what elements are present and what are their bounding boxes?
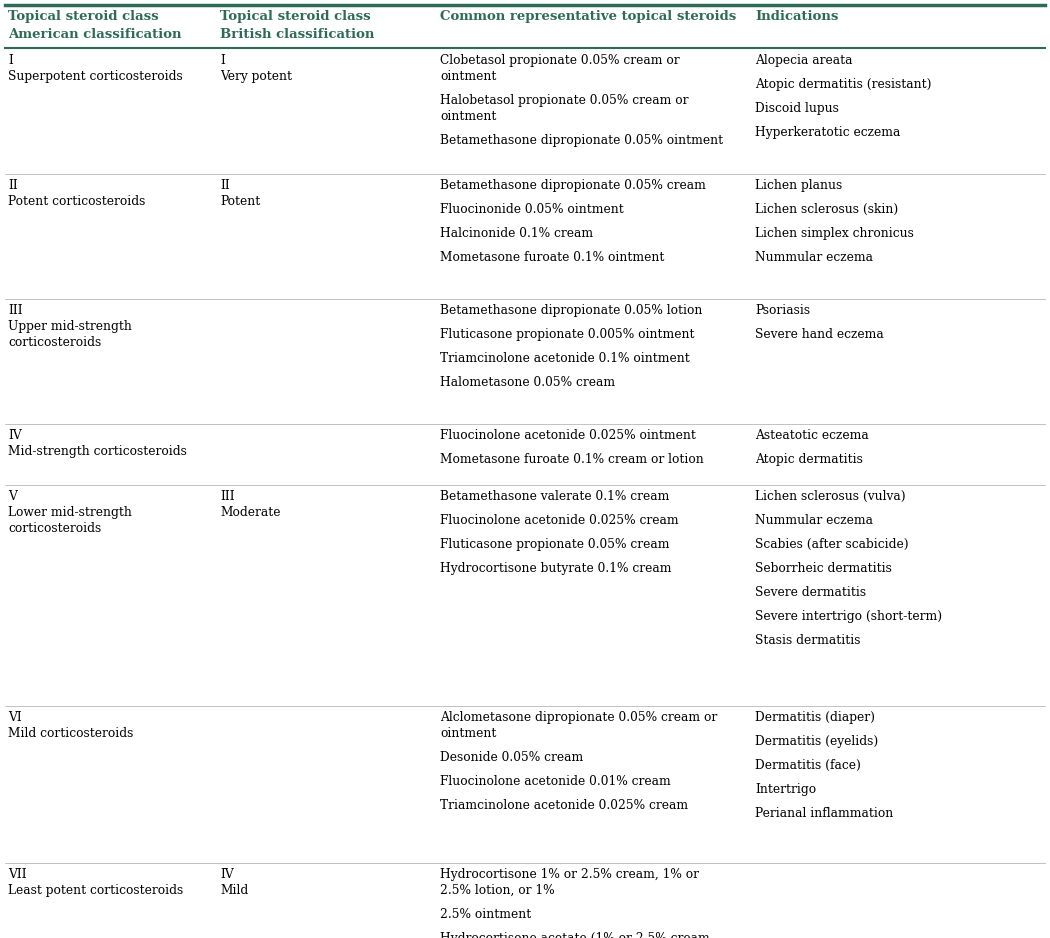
Text: Triamcinolone acetonide 0.025% cream: Triamcinolone acetonide 0.025% cream — [440, 799, 688, 812]
Text: Betamethasone dipropionate 0.05% lotion: Betamethasone dipropionate 0.05% lotion — [440, 304, 702, 317]
Text: 2.5% ointment: 2.5% ointment — [440, 908, 531, 921]
Text: Topical steroid class: Topical steroid class — [8, 10, 159, 23]
Text: Severe hand eczema: Severe hand eczema — [755, 328, 884, 341]
Text: Dermatitis (diaper): Dermatitis (diaper) — [755, 711, 875, 724]
Text: Betamethasone dipropionate 0.05% ointment: Betamethasone dipropionate 0.05% ointmen… — [440, 134, 723, 147]
Text: Least potent corticosteroids: Least potent corticosteroids — [8, 884, 184, 897]
Text: Dermatitis (eyelids): Dermatitis (eyelids) — [755, 735, 878, 748]
Text: I: I — [220, 54, 225, 67]
Text: I: I — [8, 54, 13, 67]
Text: Lichen simplex chronicus: Lichen simplex chronicus — [755, 227, 914, 240]
Text: Moderate: Moderate — [220, 506, 280, 519]
Text: Dermatitis (face): Dermatitis (face) — [755, 759, 861, 772]
Text: Very potent: Very potent — [220, 70, 292, 83]
Text: Potent corticosteroids: Potent corticosteroids — [8, 195, 145, 208]
Text: Atopic dermatitis (resistant): Atopic dermatitis (resistant) — [755, 78, 931, 91]
Text: Mild corticosteroids: Mild corticosteroids — [8, 727, 133, 740]
Text: Topical steroid class: Topical steroid class — [220, 10, 371, 23]
Text: corticosteroids: corticosteroids — [8, 336, 101, 349]
Text: Hyperkeratotic eczema: Hyperkeratotic eczema — [755, 126, 901, 139]
Text: Atopic dermatitis: Atopic dermatitis — [755, 453, 863, 466]
Text: Stasis dermatitis: Stasis dermatitis — [755, 634, 861, 647]
Text: Lichen planus: Lichen planus — [755, 179, 842, 192]
Text: Halobetasol propionate 0.05% cream or: Halobetasol propionate 0.05% cream or — [440, 94, 689, 107]
Text: Alclometasone dipropionate 0.05% cream or: Alclometasone dipropionate 0.05% cream o… — [440, 711, 717, 724]
Text: Fluocinonide 0.05% ointment: Fluocinonide 0.05% ointment — [440, 203, 624, 216]
Text: British classification: British classification — [220, 28, 375, 41]
Text: American classification: American classification — [8, 28, 182, 41]
Text: Indications: Indications — [755, 10, 838, 23]
Text: Common representative topical steroids: Common representative topical steroids — [440, 10, 736, 23]
Text: Psoriasis: Psoriasis — [755, 304, 811, 317]
Text: Superpotent corticosteroids: Superpotent corticosteroids — [8, 70, 183, 83]
Text: Severe dermatitis: Severe dermatitis — [755, 586, 866, 599]
Text: Hydrocortisone butyrate 0.1% cream: Hydrocortisone butyrate 0.1% cream — [440, 562, 672, 575]
Text: Nummular eczema: Nummular eczema — [755, 514, 873, 527]
Text: IV: IV — [8, 429, 22, 442]
Text: Halometasone 0.05% cream: Halometasone 0.05% cream — [440, 376, 615, 389]
Text: Discoid lupus: Discoid lupus — [755, 102, 839, 115]
Text: III: III — [220, 490, 234, 503]
Text: Nummular eczema: Nummular eczema — [755, 251, 873, 264]
Text: Desonide 0.05% cream: Desonide 0.05% cream — [440, 751, 583, 764]
Text: Betamethasone valerate 0.1% cream: Betamethasone valerate 0.1% cream — [440, 490, 670, 503]
Text: V: V — [8, 490, 17, 503]
Text: Fluticasone propionate 0.05% cream: Fluticasone propionate 0.05% cream — [440, 538, 670, 551]
Text: Lichen sclerosus (skin): Lichen sclerosus (skin) — [755, 203, 898, 216]
Text: Fluocinolone acetonide 0.01% cream: Fluocinolone acetonide 0.01% cream — [440, 775, 671, 788]
Text: Betamethasone dipropionate 0.05% cream: Betamethasone dipropionate 0.05% cream — [440, 179, 706, 192]
Text: Asteatotic eczema: Asteatotic eczema — [755, 429, 868, 442]
Text: Fluticasone propionate 0.005% ointment: Fluticasone propionate 0.005% ointment — [440, 328, 694, 341]
Text: Seborrheic dermatitis: Seborrheic dermatitis — [755, 562, 891, 575]
Text: Hydrocortisone acetate (1% or 2.5% cream,: Hydrocortisone acetate (1% or 2.5% cream… — [440, 932, 714, 938]
Text: ointment: ointment — [440, 110, 497, 123]
Text: Intertrigo: Intertrigo — [755, 783, 816, 796]
Text: Mometasone furoate 0.1% ointment: Mometasone furoate 0.1% ointment — [440, 251, 665, 264]
Text: corticosteroids: corticosteroids — [8, 522, 101, 535]
Text: Alopecia areata: Alopecia areata — [755, 54, 853, 67]
Text: II: II — [220, 179, 230, 192]
Text: Mild: Mild — [220, 884, 248, 897]
Text: Upper mid-strength: Upper mid-strength — [8, 320, 132, 333]
Text: Scabies (after scabicide): Scabies (after scabicide) — [755, 538, 908, 551]
Text: Fluocinolone acetonide 0.025% cream: Fluocinolone acetonide 0.025% cream — [440, 514, 678, 527]
Text: Perianal inflammation: Perianal inflammation — [755, 807, 894, 820]
Text: Mid-strength corticosteroids: Mid-strength corticosteroids — [8, 445, 187, 458]
Text: Fluocinolone acetonide 0.025% ointment: Fluocinolone acetonide 0.025% ointment — [440, 429, 696, 442]
Text: II: II — [8, 179, 18, 192]
Text: Severe intertrigo (short-term): Severe intertrigo (short-term) — [755, 610, 942, 623]
Text: ointment: ointment — [440, 70, 497, 83]
Text: Hydrocortisone 1% or 2.5% cream, 1% or: Hydrocortisone 1% or 2.5% cream, 1% or — [440, 868, 699, 881]
Text: Triamcinolone acetonide 0.1% ointment: Triamcinolone acetonide 0.1% ointment — [440, 352, 690, 365]
Text: 2.5% lotion, or 1%: 2.5% lotion, or 1% — [440, 884, 554, 897]
Text: Lichen sclerosus (vulva): Lichen sclerosus (vulva) — [755, 490, 905, 503]
Text: Potent: Potent — [220, 195, 260, 208]
Text: ointment: ointment — [440, 727, 497, 740]
Text: III: III — [8, 304, 23, 317]
Text: VI: VI — [8, 711, 22, 724]
Text: IV: IV — [220, 868, 234, 881]
Text: VII: VII — [8, 868, 26, 881]
Text: Halcinonide 0.1% cream: Halcinonide 0.1% cream — [440, 227, 593, 240]
Text: Clobetasol propionate 0.05% cream or: Clobetasol propionate 0.05% cream or — [440, 54, 679, 67]
Text: Mometasone furoate 0.1% cream or lotion: Mometasone furoate 0.1% cream or lotion — [440, 453, 704, 466]
Text: Lower mid-strength: Lower mid-strength — [8, 506, 132, 519]
